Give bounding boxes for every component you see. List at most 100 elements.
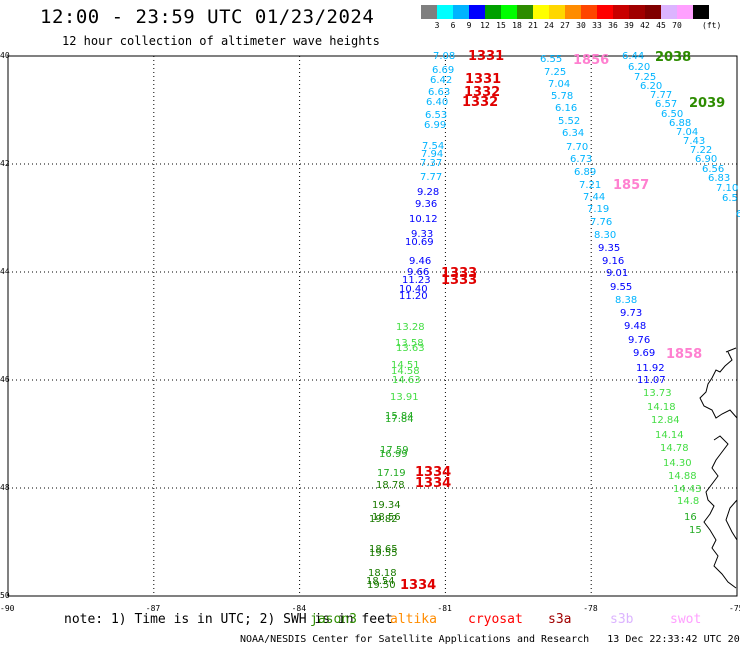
pass-number-label: 2038 — [655, 50, 691, 65]
wave-height-label: 7.21 — [579, 180, 601, 191]
wave-height-label: 9.48 — [624, 321, 646, 332]
wave-height-label: 6 — [736, 209, 740, 220]
wave-height-label: 18.65 — [369, 544, 398, 555]
color-swatch — [485, 5, 501, 19]
wave-height-label: 19.50 — [367, 580, 396, 591]
wave-height-label: 7.08 — [433, 51, 455, 62]
wave-height-label: 7.22 — [690, 145, 712, 156]
wave-height-label: 7.54 — [422, 141, 444, 152]
pass-number-label: 1858 — [666, 347, 702, 362]
latitude-label: 44 — [0, 267, 10, 276]
latitude-label: 46 — [0, 375, 10, 384]
wave-height-label: 14.58 — [391, 366, 420, 377]
map-frame — [7, 55, 738, 597]
wave-height-label: 8.38 — [615, 295, 637, 306]
wave-height-label: 6.53 — [425, 110, 447, 121]
wave-height-label: 17.59 — [380, 445, 409, 456]
wave-height-label: 13.63 — [396, 343, 425, 354]
wave-height-label: 6.57 — [655, 99, 677, 110]
wave-height-label: 6.56 — [702, 164, 724, 175]
wave-height-label: 10.12 — [409, 214, 438, 225]
color-scale-label: 36 — [608, 21, 618, 30]
latitude-label: 50 — [0, 591, 10, 600]
pass-number-label: 1332 — [464, 85, 500, 100]
wave-height-label: 9.55 — [610, 282, 632, 293]
wave-height-label: 9.69 — [633, 348, 655, 359]
color-swatch — [501, 5, 517, 19]
wave-height-label: 7.76 — [590, 217, 612, 228]
wave-height-label: 6.69 — [432, 65, 454, 76]
wave-height-label: 14.14 — [655, 430, 684, 441]
color-scale-label: 24 — [544, 21, 554, 30]
color-scale-label: 33 — [592, 21, 602, 30]
longitude-label: -75 — [729, 604, 740, 613]
wave-height-label: 6.99 — [424, 120, 446, 131]
wave-height-label: 7.04 — [548, 79, 570, 90]
longitude-label: -90 — [0, 604, 15, 613]
pass-number-label: 1334 — [415, 476, 451, 491]
color-swatch — [469, 5, 485, 19]
wave-height-label: 6.73 — [570, 154, 592, 165]
wave-height-label: 9.36 — [415, 199, 437, 210]
wave-height-label: 9.35 — [598, 243, 620, 254]
wave-height-label: 9.76 — [628, 335, 650, 346]
satellite-legend-altika: altika — [390, 612, 437, 627]
wave-height-label: 17.19 — [377, 468, 406, 479]
pass-number-label: 1332 — [462, 95, 498, 110]
wave-height-label: 6.83 — [708, 173, 730, 184]
pass-number-label: 2039 — [689, 96, 725, 111]
wave-height-label: 6.50 — [661, 109, 683, 120]
color-swatch — [661, 5, 677, 19]
wave-height-label: 19.82 — [369, 514, 398, 525]
wave-height-label: 7.37 — [420, 158, 442, 169]
wave-height-label: 5.78 — [551, 91, 573, 102]
wave-height-label: 7.04 — [676, 127, 698, 138]
wave-height-label: 8.30 — [594, 230, 616, 241]
wave-height-label: 7.94 — [421, 149, 443, 160]
color-scale-label: 30 — [576, 21, 586, 30]
wave-height-label: 18.54 — [366, 576, 395, 587]
color-scale-label: 21 — [528, 21, 538, 30]
satellite-legend-s3b: s3b — [610, 612, 634, 627]
color-swatch — [421, 5, 437, 19]
wave-height-label: 5.52 — [558, 116, 580, 127]
latitude-label: 48 — [0, 483, 10, 492]
wave-height-label: 9.28 — [417, 187, 439, 198]
pass-number-label: 1857 — [613, 178, 649, 193]
color-scale-label: 27 — [560, 21, 570, 30]
color-scale-label: 3 — [434, 21, 440, 30]
satellite-legend-cryosat: cryosat — [468, 612, 523, 627]
pass-number-label: 1333 — [441, 266, 477, 281]
color-scale-label: 45 — [656, 21, 666, 30]
wave-height-label: 11.07 — [637, 375, 666, 386]
coastline — [699, 347, 738, 589]
wave-height-label: 10.40 — [399, 284, 428, 295]
wave-height-label: 6.88 — [669, 118, 691, 129]
color-scale-label: 18 — [512, 21, 522, 30]
wave-height-label: 6.63 — [428, 87, 450, 98]
note-text: note: 1) Time is in UTC; 2) SWH is in fe… — [64, 612, 393, 627]
longitude-label: -84 — [291, 604, 307, 613]
color-scale-label: 70 — [672, 21, 682, 30]
longitude-label: -81 — [437, 604, 452, 613]
wave-height-label: 14.63 — [392, 375, 421, 386]
wave-height-label: 7.19 — [587, 204, 609, 215]
footer-timestamp: 13 Dec 22:33:42 UTC 2024 — [607, 634, 740, 645]
color-swatch — [533, 5, 549, 19]
wave-height-label: 14.8 — [677, 496, 699, 507]
color-scale-unit: (ft) — [702, 21, 722, 30]
wave-height-label: 18.56 — [372, 512, 401, 523]
pass-number-label: 1333 — [441, 273, 477, 288]
color-swatch — [645, 5, 661, 19]
wave-height-label: 6.20 — [640, 81, 662, 92]
wave-height-label: 16 — [684, 512, 697, 523]
wave-height-label: 14.78 — [660, 443, 689, 454]
footer-text: NOAA/NESDIS Center for Satellite Applica… — [240, 634, 740, 645]
color-swatch — [693, 5, 709, 19]
wave-height-label: 15 — [689, 525, 702, 536]
longitude-label: -87 — [145, 604, 161, 613]
wave-height-label: 9.01 — [606, 268, 628, 279]
wave-height-label: 6.16 — [555, 103, 577, 114]
longitude-label: -78 — [583, 604, 598, 613]
wave-height-label: 19.55 — [369, 548, 398, 559]
